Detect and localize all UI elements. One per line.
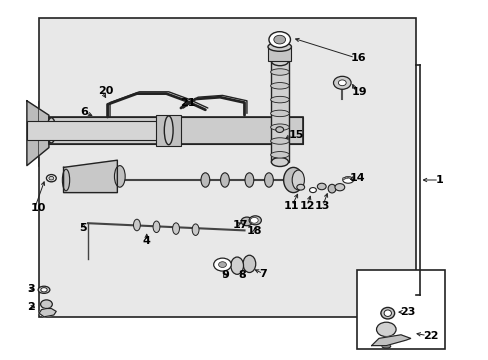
- Ellipse shape: [164, 116, 173, 145]
- Text: 2: 2: [27, 302, 35, 312]
- Circle shape: [338, 80, 346, 86]
- Ellipse shape: [201, 173, 209, 187]
- FancyBboxPatch shape: [267, 47, 291, 61]
- Ellipse shape: [270, 124, 289, 130]
- Text: 17: 17: [232, 220, 247, 230]
- Text: 10: 10: [31, 203, 46, 213]
- Text: 15: 15: [288, 130, 303, 140]
- Circle shape: [351, 179, 354, 181]
- Ellipse shape: [38, 286, 50, 293]
- Circle shape: [46, 175, 56, 182]
- FancyBboxPatch shape: [27, 121, 163, 140]
- Text: 22: 22: [422, 330, 438, 341]
- Ellipse shape: [133, 219, 140, 231]
- Text: 23: 23: [399, 307, 414, 317]
- Text: 5: 5: [79, 222, 87, 233]
- Ellipse shape: [230, 257, 243, 274]
- Ellipse shape: [153, 221, 160, 233]
- Circle shape: [241, 217, 252, 226]
- Ellipse shape: [264, 173, 273, 187]
- Circle shape: [350, 177, 353, 180]
- Ellipse shape: [291, 170, 304, 190]
- Ellipse shape: [270, 82, 289, 89]
- Polygon shape: [27, 101, 49, 166]
- Circle shape: [250, 217, 258, 223]
- Circle shape: [317, 183, 325, 190]
- Ellipse shape: [267, 42, 291, 51]
- Ellipse shape: [41, 288, 47, 292]
- Ellipse shape: [271, 158, 288, 166]
- Text: 8: 8: [238, 270, 245, 280]
- Text: 21: 21: [180, 98, 195, 108]
- Text: 7: 7: [259, 269, 266, 279]
- Ellipse shape: [270, 69, 289, 75]
- Circle shape: [347, 177, 350, 179]
- Ellipse shape: [327, 184, 335, 193]
- Text: 11: 11: [284, 201, 299, 211]
- Ellipse shape: [172, 223, 179, 234]
- FancyBboxPatch shape: [49, 117, 303, 144]
- Text: 6: 6: [81, 107, 88, 117]
- FancyBboxPatch shape: [271, 61, 288, 162]
- Circle shape: [218, 262, 226, 267]
- Ellipse shape: [381, 345, 390, 348]
- Ellipse shape: [270, 110, 289, 117]
- Circle shape: [275, 127, 283, 132]
- Text: 9: 9: [221, 270, 228, 280]
- Polygon shape: [63, 160, 117, 193]
- Ellipse shape: [380, 307, 394, 319]
- Ellipse shape: [342, 177, 353, 183]
- Ellipse shape: [192, 224, 199, 235]
- Ellipse shape: [283, 167, 303, 193]
- Polygon shape: [39, 309, 56, 317]
- Ellipse shape: [114, 166, 125, 187]
- Text: 12: 12: [299, 201, 314, 211]
- Ellipse shape: [270, 152, 289, 158]
- Ellipse shape: [244, 173, 253, 187]
- FancyBboxPatch shape: [156, 115, 181, 146]
- Text: 16: 16: [350, 53, 366, 63]
- Text: 3: 3: [27, 284, 35, 294]
- Circle shape: [342, 177, 345, 180]
- Text: 18: 18: [246, 226, 262, 236]
- Circle shape: [309, 188, 316, 193]
- Ellipse shape: [384, 310, 391, 316]
- Ellipse shape: [270, 138, 289, 144]
- Circle shape: [296, 184, 304, 190]
- Circle shape: [49, 176, 54, 180]
- Text: 13: 13: [314, 201, 330, 211]
- Circle shape: [334, 184, 344, 191]
- Circle shape: [268, 32, 290, 48]
- Polygon shape: [371, 335, 410, 346]
- Circle shape: [345, 177, 347, 179]
- Ellipse shape: [220, 173, 229, 187]
- Circle shape: [213, 258, 231, 271]
- Text: 14: 14: [349, 173, 365, 183]
- FancyBboxPatch shape: [39, 18, 415, 317]
- Circle shape: [376, 322, 395, 337]
- Ellipse shape: [271, 57, 288, 66]
- Circle shape: [273, 35, 285, 44]
- Ellipse shape: [248, 216, 261, 225]
- Ellipse shape: [47, 118, 56, 143]
- FancyBboxPatch shape: [356, 270, 444, 349]
- Text: 1: 1: [434, 175, 442, 185]
- Ellipse shape: [243, 255, 255, 273]
- Text: 4: 4: [142, 236, 150, 246]
- Circle shape: [41, 300, 52, 309]
- Ellipse shape: [62, 169, 70, 191]
- Text: 20: 20: [98, 86, 113, 96]
- Ellipse shape: [270, 96, 289, 103]
- Circle shape: [333, 76, 350, 89]
- Text: 19: 19: [351, 87, 367, 97]
